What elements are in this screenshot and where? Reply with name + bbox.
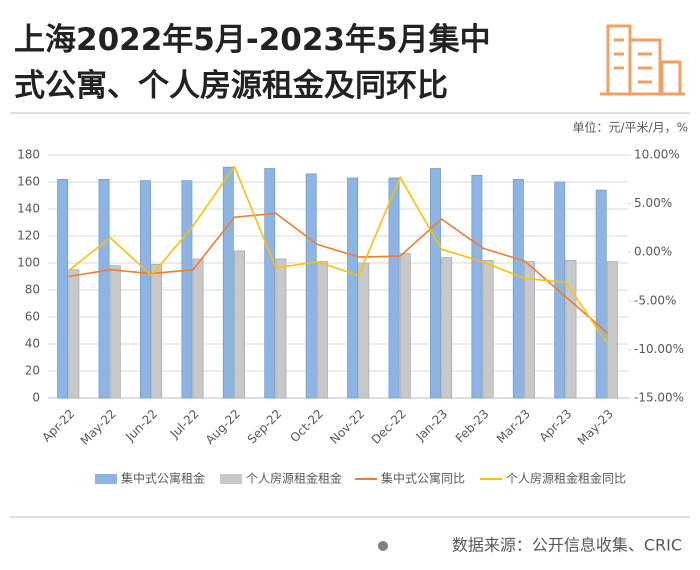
bar bbox=[305, 173, 317, 399]
bar bbox=[471, 174, 483, 399]
y-tick-label: 0 bbox=[32, 391, 40, 405]
legend-label: 个人房源租金租金同比 bbox=[506, 471, 626, 486]
bar bbox=[358, 262, 370, 399]
bar bbox=[181, 180, 193, 399]
line bbox=[68, 165, 608, 345]
bar bbox=[57, 178, 69, 399]
bar bbox=[524, 261, 535, 399]
legend-label: 集中式公寓同比 bbox=[381, 471, 465, 486]
unit-note: 单位：元/平米/月，% bbox=[573, 120, 689, 135]
x-tick-label: Aug-22 bbox=[203, 407, 243, 447]
bar bbox=[388, 177, 400, 399]
x-tick-label: Sep-22 bbox=[245, 407, 285, 447]
legend-swatch bbox=[220, 474, 242, 484]
bar bbox=[68, 269, 80, 399]
y-tick-label: 180 bbox=[17, 148, 40, 162]
y-tick-label: 140 bbox=[17, 202, 40, 216]
bar bbox=[512, 178, 524, 399]
bar bbox=[606, 261, 618, 399]
bar bbox=[595, 189, 607, 399]
bar bbox=[151, 264, 163, 399]
y-tick-label: 80 bbox=[25, 283, 40, 297]
legend-label: 集中式公寓租金 bbox=[121, 471, 205, 486]
y-tick-label: 120 bbox=[17, 229, 40, 243]
x-tick-label: May-23 bbox=[575, 407, 616, 448]
legend-label: 个人房源租金租金 bbox=[246, 471, 342, 486]
bar bbox=[565, 259, 577, 399]
source: 数据来源：公开信息收集、CRIC bbox=[452, 536, 682, 555]
x-tick-label: Apr-22 bbox=[39, 407, 77, 445]
x-tick-label: Apr-23 bbox=[537, 407, 575, 445]
y-tick-label: 40 bbox=[25, 337, 40, 351]
y2-tick-label: -10.00% bbox=[634, 342, 684, 356]
building-icon bbox=[600, 24, 685, 96]
bar bbox=[109, 265, 121, 399]
chart-title: 上海2022年5月-2023年5月集中 bbox=[14, 22, 491, 58]
bar bbox=[234, 250, 245, 399]
bar bbox=[347, 177, 359, 399]
x-tick-label: Jun-22 bbox=[122, 407, 160, 445]
bullet bbox=[378, 541, 388, 551]
bar bbox=[399, 253, 411, 399]
x-tick-label: Oct-22 bbox=[287, 407, 325, 445]
x-tick-label: Feb-23 bbox=[453, 407, 492, 446]
y-tick-label: 100 bbox=[17, 256, 40, 270]
bar bbox=[264, 168, 276, 399]
bar bbox=[222, 166, 234, 399]
y-tick-label: 60 bbox=[25, 310, 40, 324]
bar bbox=[430, 168, 441, 399]
bar bbox=[98, 178, 110, 399]
bar bbox=[192, 258, 204, 399]
bar bbox=[275, 258, 287, 399]
y2-tick-label: 10.00% bbox=[634, 148, 680, 162]
y-tick-label: 160 bbox=[17, 175, 40, 189]
y-tick-label: 20 bbox=[25, 364, 40, 378]
legend-swatch bbox=[95, 474, 117, 484]
x-tick-label: Jul-22 bbox=[167, 407, 202, 442]
bar bbox=[316, 261, 328, 399]
y2-tick-label: -15.00% bbox=[634, 391, 684, 405]
y2-tick-label: 5.00% bbox=[634, 196, 672, 210]
x-tick-label: Nov-22 bbox=[327, 407, 367, 447]
y2-tick-label: 0.00% bbox=[634, 245, 672, 259]
chart-title: 式公寓、个人房源租金及同环比 bbox=[14, 68, 448, 104]
x-tick-label: May-22 bbox=[78, 407, 119, 448]
x-tick-label: Jan-23 bbox=[413, 407, 451, 445]
bar bbox=[441, 257, 453, 399]
x-tick-label: Dec-22 bbox=[369, 407, 409, 447]
line bbox=[68, 212, 608, 334]
bar bbox=[140, 180, 151, 399]
bar bbox=[482, 259, 494, 399]
x-tick-label: Mar-23 bbox=[494, 407, 533, 446]
y2-tick-label: -5.00% bbox=[634, 293, 676, 307]
bar bbox=[554, 181, 566, 399]
